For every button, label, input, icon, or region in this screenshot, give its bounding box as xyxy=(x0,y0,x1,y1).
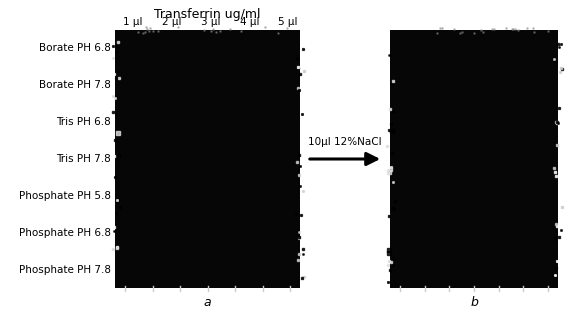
Text: 10μl 12%NaCl: 10μl 12%NaCl xyxy=(308,137,382,147)
Text: 2 μl: 2 μl xyxy=(162,17,181,27)
Bar xyxy=(115,30,300,288)
Text: Transferrin ug/ml: Transferrin ug/ml xyxy=(154,8,261,21)
Text: 1 μl: 1 μl xyxy=(123,17,143,27)
Text: Borate PH 7.8: Borate PH 7.8 xyxy=(39,80,111,90)
Text: Phosphate PH 7.8: Phosphate PH 7.8 xyxy=(19,265,111,275)
Text: Tris PH 7.8: Tris PH 7.8 xyxy=(56,154,111,164)
Text: Borate PH 6.8: Borate PH 6.8 xyxy=(39,43,111,53)
Text: 5 μl: 5 μl xyxy=(278,17,298,27)
Text: b: b xyxy=(470,296,478,309)
Text: a: a xyxy=(204,296,211,309)
Text: Phosphate PH 6.8: Phosphate PH 6.8 xyxy=(19,228,111,238)
Text: Phosphate PH 5.8: Phosphate PH 5.8 xyxy=(19,191,111,201)
Bar xyxy=(390,30,558,288)
Text: 3 μl: 3 μl xyxy=(201,17,220,27)
Text: 4 μl: 4 μl xyxy=(239,17,259,27)
Text: Tris PH 6.8: Tris PH 6.8 xyxy=(56,117,111,127)
